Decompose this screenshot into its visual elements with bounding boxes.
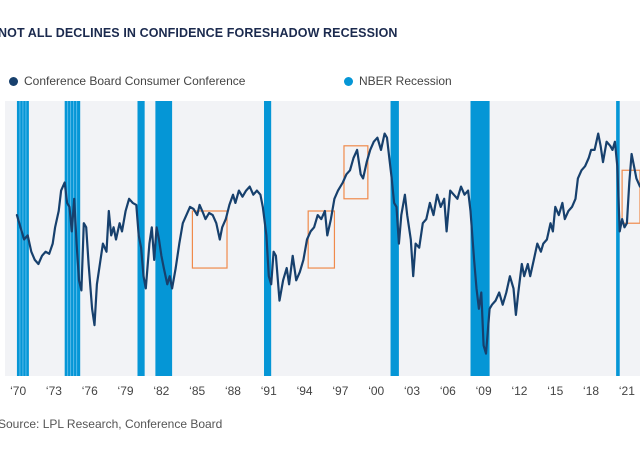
recession-band-7 [616,101,620,376]
legend-marker-line-icon [9,76,18,86]
x-tick-label: ‘09 [476,384,492,398]
x-tick-label: ‘91 [261,384,277,398]
legend-label-nber-recession: NBER Recession [359,74,452,88]
x-tick-label: ‘76 [82,384,98,398]
highlight-box-2 [343,145,369,200]
x-tick-label: ‘85 [189,384,205,398]
recession-band-2 [137,101,145,376]
highlight-box-0 [191,210,228,269]
x-tick-label: ‘21 [619,384,635,398]
x-tick-label: ‘06 [440,384,456,398]
plot-background [5,101,640,376]
recession-band-5 [390,101,399,376]
x-tick-label: ‘03 [404,384,420,398]
legend-item-consumer-confidence: Conference Board Consumer Conference [9,74,245,88]
x-tick-label: ‘73 [46,384,62,398]
x-tick-label: ‘88 [225,384,241,398]
series-line-0 [15,132,640,355]
legend-marker-recession-icon [344,76,353,86]
legend-item-nber-recession: NBER Recession [344,74,452,88]
x-tick-label: ‘00 [368,384,384,398]
source-note: Source: LPL Research, Conference Board [0,417,223,431]
x-tick-label: ‘15 [547,384,563,398]
x-axis-ticks: ‘70 ‘73 ‘76 ‘79 ‘82 ‘85 ‘88 ‘91 ‘94 ‘97 ‘00 ‘03 ‘06 ‘… [10,384,635,398]
recession-band-3 [155,101,173,376]
x-tick-label: ‘70 [10,384,26,398]
x-tick-label: ‘18 [583,384,599,398]
series-lines [15,132,640,355]
legend-label-consumer-confidence: Conference Board Consumer Conference [24,74,246,88]
highlight-boxes [191,145,640,269]
x-tick-label: ‘79 [118,384,134,398]
x-tick-label: ‘97 [332,384,348,398]
recession-band-6 [470,101,490,376]
x-tick-label: ‘82 [153,384,169,398]
x-tick-label: ‘94 [297,384,313,398]
x-tick-label: ‘12 [511,384,527,398]
chart-title: NOT ALL DECLINES IN CONFIDENCE FORESHADO… [0,26,398,40]
recession-band-1 [64,101,81,376]
